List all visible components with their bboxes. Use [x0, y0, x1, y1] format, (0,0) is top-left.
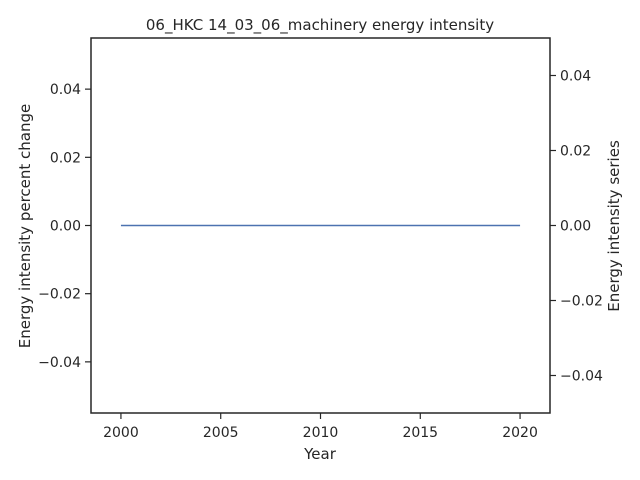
x-tick-label: 2000 — [103, 425, 139, 441]
y-axis-label-right: Energy intensity series — [605, 140, 623, 312]
x-tick-label: 2015 — [402, 425, 438, 441]
x-tick-label: 2010 — [303, 425, 339, 441]
y-tick-label-left: 0.00 — [50, 219, 81, 235]
y-tick-label-right: −0.02 — [560, 294, 603, 310]
x-axis: 2000 2005 2010 2015 2020 — [103, 413, 538, 441]
y-axis-left: 0.04 0.02 0.00 −0.02 −0.04 — [38, 82, 91, 371]
chart-title: 06_HKC 14_03_06_machinery energy intensi… — [146, 16, 494, 35]
y-axis-right: 0.04 0.02 0.00 −0.02 −0.04 — [550, 69, 603, 385]
y-axis-label-left: Energy intensity percent change — [16, 104, 34, 349]
x-axis-label: Year — [303, 445, 337, 463]
y-tick-label-left: 0.04 — [50, 82, 81, 98]
y-tick-label-left: −0.04 — [38, 355, 81, 371]
y-tick-label-left: −0.02 — [38, 287, 81, 303]
y-tick-label-left: 0.02 — [50, 150, 81, 166]
x-tick-label: 2020 — [502, 425, 538, 441]
y-tick-label-right: 0.04 — [560, 69, 591, 85]
y-tick-label-right: 0.02 — [560, 144, 591, 160]
x-tick-label: 2005 — [203, 425, 239, 441]
y-tick-label-right: −0.04 — [560, 369, 603, 385]
y-tick-label-right: 0.00 — [560, 219, 591, 235]
